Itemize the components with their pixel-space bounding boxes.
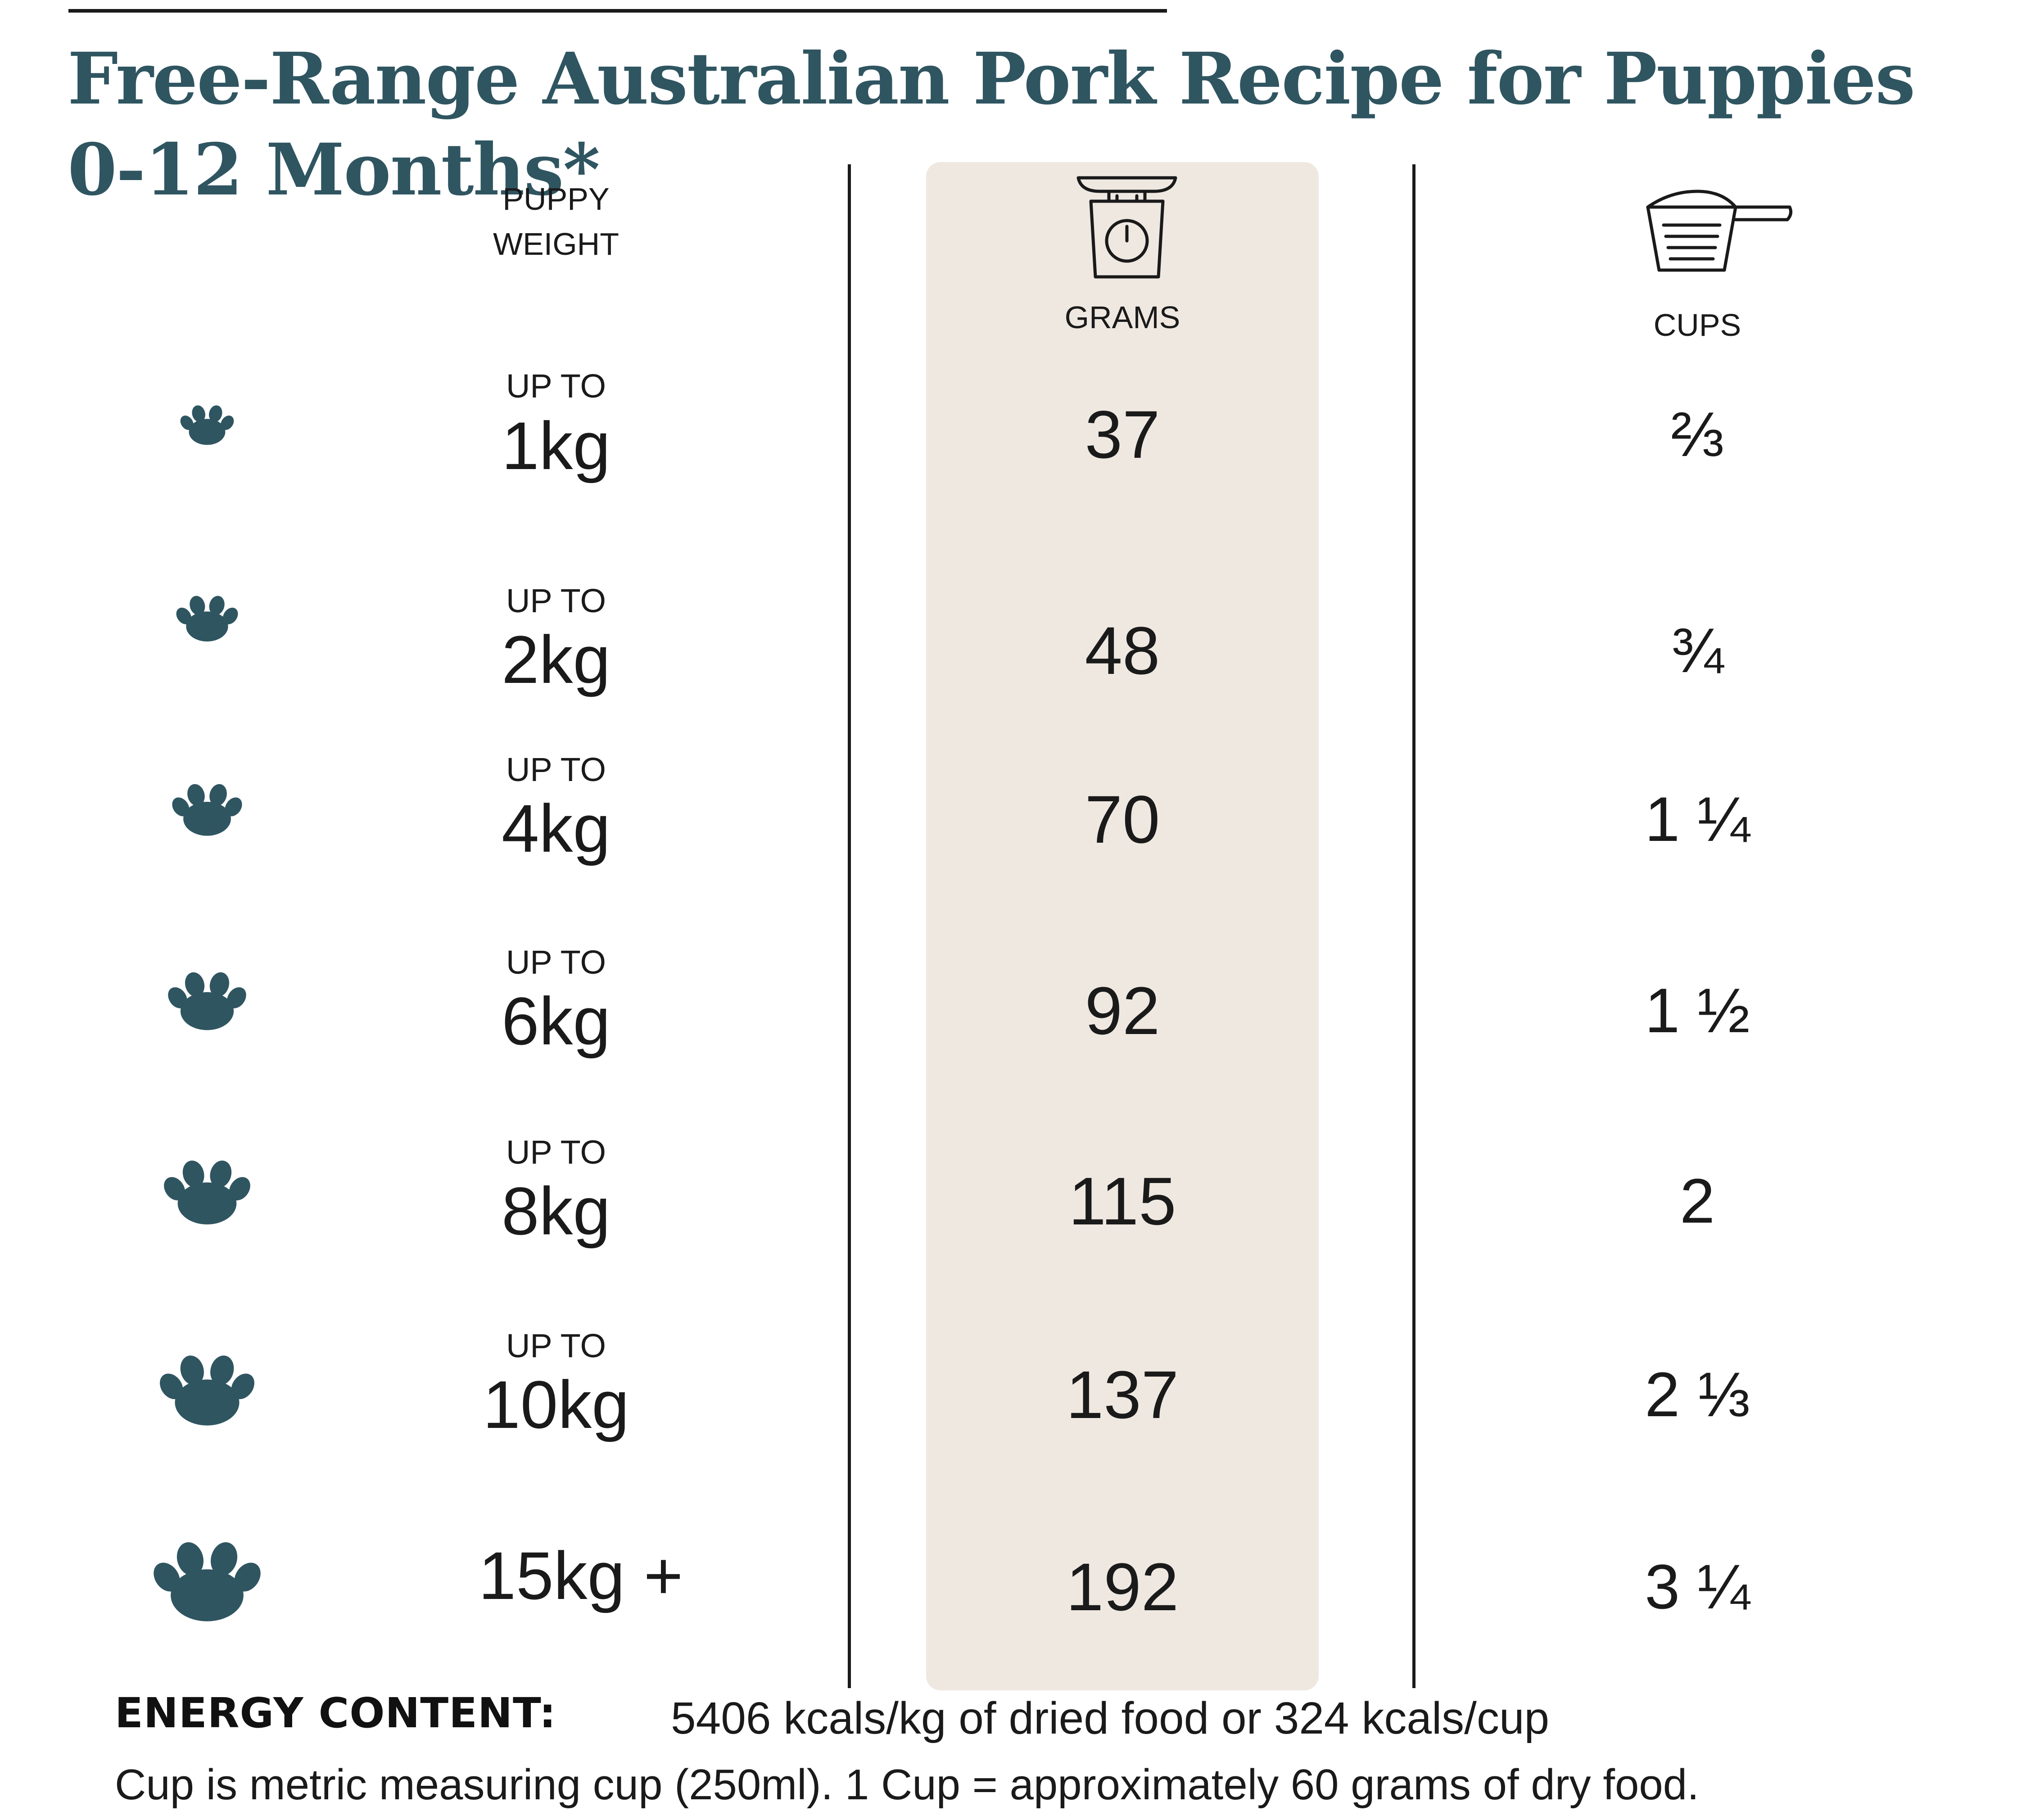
weight-value-row2: 2kg [502, 622, 611, 697]
weight-prefix-row5: UP TO [506, 1134, 606, 1171]
paw-icon-row4 [164, 970, 250, 1030]
cups-value-row4: 1 ½ [1645, 975, 1750, 1046]
paw-icon-row3 [169, 782, 245, 836]
grams-column-band [926, 162, 1319, 1690]
paw-icon-row6 [155, 1353, 259, 1426]
cup-footnote: Cup is metric measuring cup (250ml). 1 C… [115, 1761, 1699, 1809]
grams-value-row4: 92 [1085, 973, 1160, 1048]
weight-value-row4: 6kg [502, 983, 611, 1059]
paw-icon-row1 [178, 404, 236, 445]
energy-content-value: 5406 kcals/kg of dried food or 324 kcals… [671, 1693, 1550, 1743]
grams-value-row3: 70 [1085, 781, 1160, 857]
weight-header-line1: PUPPY [502, 181, 610, 217]
energy-content-label: ENERGY CONTENT: [115, 1689, 556, 1737]
cups-value-row2: ¾ [1671, 615, 1724, 686]
weight-value-row7: 15kg + [478, 1538, 683, 1613]
paw-icon-row5 [160, 1158, 254, 1224]
cups-value-row5: 2 [1680, 1165, 1715, 1236]
cups-value-row3: 1 ¼ [1645, 784, 1750, 854]
column-divider-right [1412, 164, 1415, 1688]
weight-value-row5: 8kg [502, 1173, 611, 1249]
cups-header: CUPS [1653, 307, 1741, 343]
paw-icon-row2 [173, 594, 241, 641]
top-rule [68, 9, 1167, 13]
weight-value-row6: 10kg [483, 1367, 629, 1442]
page-title: Free-Range Australian Pork Recipe for Pu… [68, 37, 1915, 212]
grams-value-row2: 48 [1085, 613, 1160, 688]
weight-header: PUPPY WEIGHT [421, 176, 691, 266]
grams-header: GRAMS [1064, 300, 1180, 335]
grams-value-row7: 192 [1066, 1549, 1179, 1625]
grams-value-row5: 115 [1068, 1163, 1176, 1239]
cups-value-row1: ⅔ [1671, 399, 1724, 470]
grams-value-row6: 137 [1066, 1357, 1179, 1432]
measuring-cup-icon [1646, 190, 1793, 272]
weight-prefix-row4: UP TO [506, 944, 606, 981]
grams-value-row1: 37 [1085, 397, 1160, 472]
weight-prefix-row3: UP TO [506, 751, 606, 788]
weight-prefix-row6: UP TO [506, 1327, 606, 1364]
column-divider-left [848, 164, 851, 1688]
paw-icon-row7 [149, 1539, 266, 1621]
cups-value-row7: 3 ¼ [1645, 1551, 1750, 1622]
weight-value-row1: 1kg [502, 408, 611, 483]
weight-prefix-row2: UP TO [506, 582, 606, 619]
cups-value-row6: 2 ⅓ [1645, 1359, 1750, 1430]
weight-value-row3: 4kg [502, 790, 611, 866]
weight-prefix-row1: UP TO [506, 367, 606, 405]
weight-header-line2: WEIGHT [493, 226, 619, 262]
kitchen-scale-icon [1076, 176, 1177, 279]
